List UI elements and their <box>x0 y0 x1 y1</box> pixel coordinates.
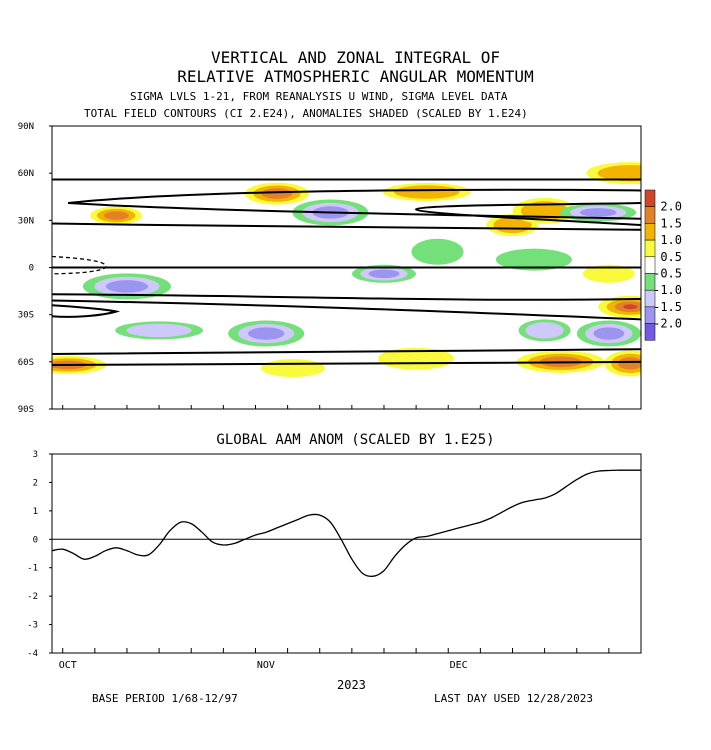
last-day-used: LAST DAY USED 12/28/2023 <box>434 692 593 705</box>
lat-tick-label: 30S <box>18 311 34 321</box>
anomaly-level <box>617 357 641 370</box>
contour-line <box>52 177 641 181</box>
anomaly-level <box>105 280 149 293</box>
colorbar-label: 2.0 <box>660 200 682 214</box>
y-tick-label: -4 <box>27 649 38 659</box>
y-tick-label: 2 <box>33 478 38 488</box>
anomaly-region <box>382 183 471 202</box>
chart-title-line1: VERTICAL AND ZONAL INTEGRAL OF <box>211 48 500 67</box>
anomaly-region <box>260 359 325 378</box>
colorbar-label: -0.5 <box>653 267 682 281</box>
contour-line <box>414 202 641 227</box>
chart-title-line2: RELATIVE ATMOSPHERIC ANGULAR MOMENTUM <box>177 67 534 86</box>
anomaly-region <box>518 319 571 342</box>
negative-contour-line <box>52 255 107 275</box>
lat-tick-label: 60N <box>18 169 34 179</box>
lat-tick-label: 90N <box>18 122 34 132</box>
y-tick-label: 1 <box>33 507 38 517</box>
colorbar-label: 1.5 <box>660 216 682 230</box>
chart-subtitle-contours: TOTAL FIELD CONTOURS (CI 2.E24), ANOMALI… <box>84 107 528 120</box>
contour-line <box>52 348 641 355</box>
anomaly-region <box>576 320 641 347</box>
anomaly-level <box>260 359 325 378</box>
anomaly-level <box>126 323 192 338</box>
aam-series <box>52 469 641 578</box>
anomaly-level <box>394 185 460 199</box>
colorbar-swatch <box>644 223 656 241</box>
anomaly-region <box>604 350 641 377</box>
contour-line <box>52 299 641 321</box>
anomaly-region <box>82 273 171 300</box>
anomaly-level <box>411 238 464 265</box>
colorbar-label: -2.0 <box>653 317 682 331</box>
lat-tick-label: 90S <box>18 405 34 415</box>
month-tick-label: NOV <box>257 660 275 671</box>
colorbar-label: 0.5 <box>660 250 682 264</box>
anomaly-level <box>247 327 285 340</box>
base-period: BASE PERIOD 1/68-12/97 <box>92 692 238 705</box>
anomaly-level <box>582 264 635 283</box>
y-tick-label: -2 <box>27 592 38 602</box>
line-chart-title: GLOBAL AAM ANOM (SCALED BY 1.E25) <box>216 432 495 448</box>
bottom-chart-axes: 3 2 1 0 -1 -2 -3 -4 OCT NOV DEC <box>27 450 642 671</box>
month-tick-label: DEC <box>450 660 468 671</box>
month-tick-label: OCT <box>59 660 77 671</box>
contour-line <box>52 293 641 301</box>
contour-line <box>52 304 121 318</box>
anomaly-level <box>597 165 641 182</box>
anomaly-region <box>115 321 204 340</box>
colorbar-swatch <box>644 206 656 224</box>
anomaly-level <box>103 211 129 220</box>
anomaly-level <box>261 188 293 199</box>
aam-anomaly-line <box>52 469 641 578</box>
lat-tick-label: 30N <box>18 216 34 226</box>
anomaly-level <box>368 269 400 279</box>
colorbar-label: -1.5 <box>653 300 682 314</box>
anomaly-level <box>623 304 638 310</box>
lat-tick-label: 0 <box>29 264 34 274</box>
contour-line <box>52 222 641 231</box>
colorbar-label: -1.0 <box>653 283 682 297</box>
colorbar-swatch <box>644 239 656 258</box>
anomaly-region <box>351 264 416 283</box>
anomaly-region <box>598 295 641 318</box>
colorbar: 2.0 1.5 1.0 0.5 -0.5 -1.0 -1.5 -2.0 <box>644 189 682 341</box>
y-tick-label: 0 <box>33 535 38 545</box>
year-label: 2023 <box>337 678 366 692</box>
contour-line <box>67 188 641 220</box>
anomaly-region <box>228 320 305 347</box>
anomaly-level <box>579 208 617 217</box>
y-tick-label: -3 <box>27 621 38 631</box>
anomaly-level <box>593 327 625 340</box>
colorbar-swatch <box>644 189 656 207</box>
y-tick-label: 3 <box>33 450 38 460</box>
anomaly-level <box>525 322 564 339</box>
anomaly-region <box>244 182 309 205</box>
total-field-contours <box>52 177 641 366</box>
anomaly-level <box>495 248 572 271</box>
chart-subtitle: SIGMA LVLS 1-21, FROM REANALYSIS U WIND,… <box>130 90 508 103</box>
colorbar-swatch <box>644 323 656 341</box>
bottom-plot-frame <box>51 453 642 654</box>
y-tick-label: -1 <box>27 564 38 574</box>
anomaly-region <box>411 238 464 265</box>
anomaly-region <box>495 248 572 271</box>
top-chart-axes: 90N 60N 30N 0 30S 60S 90S <box>18 122 642 415</box>
contour-line <box>52 360 641 366</box>
anomaly-shading <box>52 162 641 378</box>
anomaly-region <box>582 264 635 283</box>
anomaly-region <box>586 162 641 185</box>
colorbar-label: 1.0 <box>660 233 682 247</box>
lat-tick-label: 60S <box>18 358 34 368</box>
anomaly-region <box>90 206 143 225</box>
